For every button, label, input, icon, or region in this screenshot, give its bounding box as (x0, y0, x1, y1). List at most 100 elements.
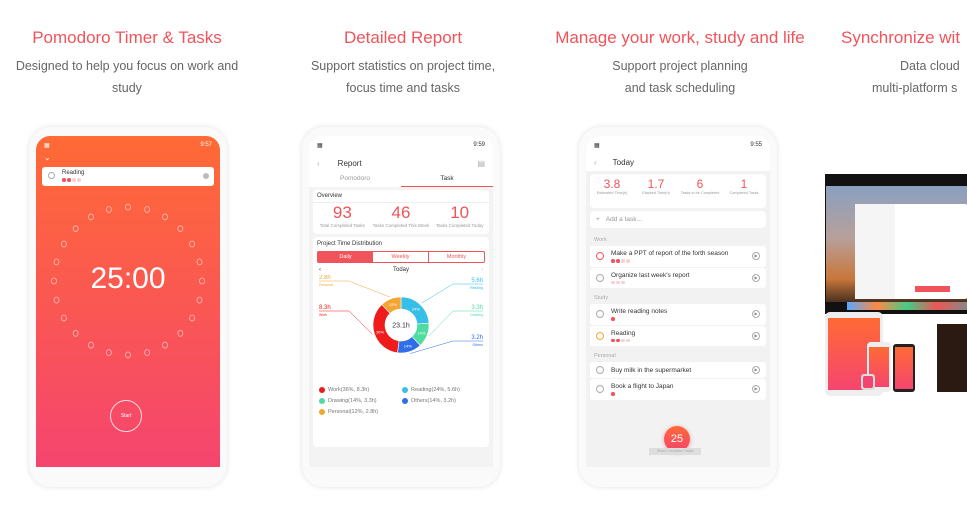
subtitle-line: study (112, 81, 142, 95)
task-row[interactable]: Write reading notes ▶ (590, 304, 766, 325)
stat-label: Completed Tasks (729, 191, 759, 195)
app-icon: ▦ (317, 142, 323, 149)
next-icon[interactable]: › (480, 267, 483, 273)
task-checkbox[interactable] (48, 172, 55, 179)
show-completed-button[interactable]: Show Completed Tasks (649, 448, 701, 455)
task-checkbox[interactable] (596, 366, 604, 374)
tomato-icon (61, 314, 67, 322)
stat-value: 6 (696, 177, 704, 191)
play-icon[interactable]: ▶ (752, 366, 760, 374)
tab-pomodoro[interactable]: Pomodoro (340, 175, 370, 182)
status-time: 9:57 (200, 142, 212, 148)
play-icon[interactable]: ▶ (752, 385, 760, 394)
slice-hours: 2.8h (319, 275, 331, 281)
timer-phone: ▦ 9:57 ⌄ Reading 25:00 Start (29, 127, 227, 487)
pomodoro-fab[interactable]: 25 (664, 426, 690, 452)
task-checkbox[interactable] (596, 252, 604, 261)
task-checkbox[interactable] (596, 385, 604, 394)
priority-dots (611, 280, 731, 284)
tomato-icon (196, 296, 203, 304)
slice-pct-label: 12% (389, 302, 397, 307)
slice-name: Personal (319, 283, 333, 287)
slice-name: Reading (470, 286, 483, 290)
report-header: ▦ 9:59 ‹ Report ▤ Pomodoro Task (309, 136, 493, 187)
tab-task[interactable]: Task (401, 172, 493, 187)
back-icon[interactable]: ‹ (594, 158, 597, 167)
task-row[interactable]: Organize last week's report ▶ (590, 267, 766, 288)
stat-value: 46 (391, 203, 411, 222)
tomato-icon (125, 351, 131, 359)
tomato-icon (72, 225, 79, 233)
task-row[interactable]: Book a flight to Japan ▶ (590, 379, 766, 400)
status-bar: ▦ 9:59 (309, 136, 493, 154)
donut-chart: 24% 14% 14% 36% 12% 23.1h 8.3h Work 5.6h Reading 3… (319, 275, 483, 354)
play-icon[interactable]: ▶ (752, 310, 760, 319)
prev-icon[interactable]: ‹ (319, 267, 321, 273)
legend-item: Others(14%, 3.2h) (402, 398, 485, 404)
desktop-monitor (825, 174, 967, 314)
legend-item: Drawing(14%, 3.3h) (319, 398, 402, 404)
stat-value: 1.7 (647, 177, 665, 191)
settings-icon[interactable] (203, 173, 209, 179)
stat: 3.8 Estimated Time(h) (590, 177, 634, 204)
stat-value: 10 (450, 203, 470, 222)
subtitle-line: focus time and tasks (346, 81, 460, 95)
task-checkbox[interactable] (596, 273, 604, 282)
task-checkbox[interactable] (596, 310, 604, 319)
play-icon[interactable]: ▶ (752, 252, 760, 261)
subtitle-line: Data cloud (900, 59, 960, 73)
task-groups: Work Make a PPT of report of the forth se… (586, 231, 770, 400)
distribution-label: Project Time Distribution (317, 241, 383, 247)
tomato-icon (105, 349, 112, 356)
desktop-app-window (855, 204, 967, 299)
today-header: ▦ 9:55 ‹ Today (586, 136, 770, 171)
play-icon[interactable]: ▶ (752, 331, 760, 340)
slice-name: Drawing (470, 313, 483, 317)
task-row[interactable]: Make a PPT of report of the forth season… (590, 246, 766, 267)
overview-stats: 93 Total Completed Tasks 46 Tasks Complete… (313, 203, 489, 228)
leader-line (421, 283, 483, 304)
tomato-icon (199, 277, 205, 285)
tomato-icon (51, 277, 57, 285)
subtitle-line: and task scheduling (624, 81, 736, 95)
task-checkbox[interactable] (596, 331, 604, 340)
current-task-card[interactable]: Reading (42, 167, 214, 186)
add-task-input[interactable]: + Add a task... (590, 211, 766, 228)
stat-label: Elapsed Time(h) (642, 191, 670, 195)
slice-name: Work (319, 313, 327, 317)
slice-personal[interactable] (381, 296, 402, 314)
legend-swatch (319, 398, 325, 404)
priority-dots (611, 259, 731, 263)
stat-value: 1 (740, 177, 748, 191)
devices-mockup (825, 174, 967, 398)
play-icon[interactable]: ▶ (752, 273, 760, 282)
status-bar: ▦ 9:55 (586, 136, 770, 154)
start-button[interactable]: Start (110, 400, 142, 432)
back-icon[interactable]: ‹ (317, 158, 320, 168)
task-row[interactable]: Reading ▶ (590, 325, 766, 346)
today-stats: 3.8 Estimated Time(h) 1.7 Elapsed Time(h) 6 T… (590, 174, 766, 208)
phone-black (893, 344, 915, 392)
slice-name: Others (472, 343, 483, 347)
task-row[interactable]: Buy milk in the supermarket ▶ (590, 362, 766, 378)
subtitle-line: multi-platform s (872, 81, 958, 95)
dock (847, 302, 967, 310)
status-time: 9:55 (750, 142, 762, 148)
leader-line (319, 310, 373, 335)
status-time: 9:59 (473, 142, 485, 148)
tomato-icon (125, 203, 131, 211)
stat: 1 Completed Tasks (722, 177, 766, 204)
tomato-icon (144, 349, 151, 356)
period-daily[interactable]: Daily (318, 252, 373, 262)
tomato-icon (196, 258, 203, 266)
panel-1-title: Pomodoro Timer & Tasks (32, 28, 222, 47)
panel-3-title: Manage your work, study and life (555, 28, 805, 47)
today-phone: ▦ 9:55 ‹ Today 3.8 Estimated Time(h) 1.7 Ela… (579, 127, 777, 487)
clipboard-icon[interactable]: ▤ (477, 158, 485, 168)
panel-2-subtitle: Support statistics on project time, focus… (265, 55, 541, 99)
period-monthly[interactable]: Monthly (446, 254, 467, 260)
collapse-chevron-icon[interactable]: ⌄ (44, 153, 51, 162)
tomato-icon (88, 341, 94, 349)
task-title: Reading (62, 170, 85, 176)
period-weekly[interactable]: Weekly (373, 252, 429, 262)
